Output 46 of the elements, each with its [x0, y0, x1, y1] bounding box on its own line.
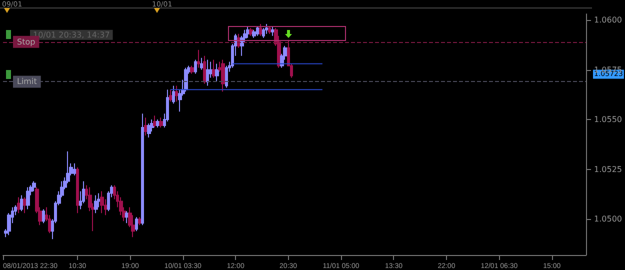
candlestick	[215, 63, 219, 82]
candlestick	[249, 27, 253, 36]
candlestick	[221, 59, 225, 92]
candlestick	[76, 166, 79, 214]
candlestick	[200, 57, 203, 70]
candlestick	[194, 59, 197, 74]
candlestick	[100, 190, 104, 214]
candlestick	[159, 117, 163, 128]
candlestick	[252, 29, 256, 38]
candlestick	[147, 123, 151, 138]
candlestick	[26, 186, 30, 210]
y-tick-label: 1.0600	[594, 15, 622, 24]
candlestick	[268, 25, 271, 34]
candlestick	[265, 23, 268, 34]
candlestick	[190, 65, 194, 74]
candlestick	[73, 162, 76, 176]
candlestick	[206, 59, 209, 86]
y-tick-label: 1.0500	[594, 214, 622, 224]
candlestick	[42, 208, 45, 224]
candlestick	[20, 194, 23, 212]
candlestick	[32, 180, 36, 192]
candlestick	[125, 210, 129, 224]
y-tick-label: 1.0550	[594, 115, 622, 124]
candlestick	[271, 25, 275, 36]
candlestick	[262, 27, 265, 38]
candlestick	[246, 25, 250, 38]
candlestick	[153, 115, 157, 128]
candlestick	[135, 216, 138, 232]
candlestick	[203, 55, 206, 84]
candlestick	[259, 23, 262, 36]
y-tick-label: 1.0525	[594, 164, 622, 174]
candlestick	[212, 59, 216, 78]
candlestick	[175, 85, 178, 102]
candlestick	[17, 196, 20, 214]
candlestick	[169, 89, 172, 102]
ref-line-label: Stop	[17, 37, 36, 46]
candlestick	[172, 85, 175, 104]
candlestick	[141, 113, 144, 226]
candlestick	[94, 194, 98, 214]
ref-line-label: Limit	[17, 77, 37, 86]
candlestick	[23, 196, 26, 214]
candlestick	[256, 25, 259, 36]
candlestick	[197, 49, 200, 68]
candlestick	[138, 216, 141, 226]
candlestick	[225, 65, 228, 88]
candlestick	[144, 117, 147, 136]
